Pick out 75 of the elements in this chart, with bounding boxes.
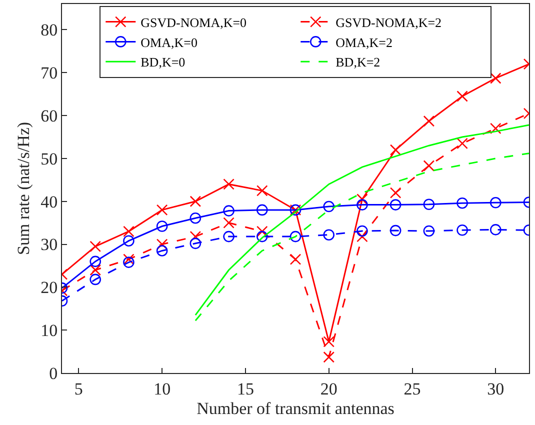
- y-tick-label: 40: [40, 192, 58, 212]
- y-tick-label: 60: [40, 106, 58, 126]
- point: [456, 224, 468, 236]
- point: [356, 230, 368, 242]
- point: [323, 336, 335, 348]
- legend-label: BD,K=2: [336, 54, 380, 70]
- point: [223, 217, 234, 228]
- point: [290, 254, 302, 265]
- point: [323, 200, 335, 212]
- point: [423, 115, 435, 127]
- y-tick-label: 80: [40, 20, 58, 40]
- point: [323, 351, 335, 363]
- legend-label: OMA,K=2: [336, 34, 392, 50]
- point: [190, 238, 202, 250]
- point: [390, 187, 402, 198]
- point: [456, 90, 468, 102]
- point: [156, 220, 168, 232]
- point: [190, 212, 202, 224]
- point: [256, 204, 268, 216]
- y-axis-title: Sum rate (nat/s/Hz): [14, 122, 34, 256]
- point: [256, 226, 268, 238]
- x-tick-label: 20: [320, 379, 338, 398]
- point: [256, 230, 268, 242]
- point: [490, 72, 502, 84]
- point: [223, 178, 234, 190]
- point: [123, 254, 134, 265]
- point: [423, 225, 435, 237]
- y-tick-label: 10: [40, 321, 58, 340]
- point: [490, 197, 502, 208]
- point: [423, 160, 435, 172]
- point: [123, 235, 134, 246]
- point: [223, 230, 234, 242]
- point: [223, 205, 234, 216]
- y-tick-label: 20: [40, 278, 58, 298]
- point: [490, 224, 502, 236]
- point: [390, 144, 402, 156]
- x-axis-title: Number of transmit antennas: [196, 398, 394, 418]
- y-tick-label: 0: [49, 364, 58, 383]
- point: [390, 199, 402, 210]
- point: [123, 256, 134, 268]
- point: [190, 230, 202, 242]
- x-tick-label: 5: [74, 379, 83, 398]
- point: [90, 256, 102, 268]
- point: [323, 229, 335, 240]
- point: [156, 204, 168, 216]
- point: [456, 197, 468, 209]
- x-tick-label: 15: [236, 379, 254, 398]
- point: [123, 226, 134, 238]
- point: [156, 238, 168, 250]
- y-tick-label: 50: [40, 149, 58, 168]
- legend-label: OMA,K=0: [140, 34, 198, 50]
- x-tick-label: 25: [404, 379, 421, 398]
- point: [423, 198, 435, 210]
- point: [490, 122, 502, 134]
- point: [356, 194, 368, 205]
- legend-label: BD,K=0: [140, 54, 186, 70]
- legend-label: GSVD-NOMA,K=0: [140, 14, 247, 30]
- point: [290, 230, 302, 242]
- line-series: [194, 152, 529, 322]
- point: [90, 240, 102, 252]
- legend-label: GSVD-NOMA,K=2: [336, 14, 442, 30]
- y-tick-label: 70: [40, 64, 58, 83]
- point: [356, 199, 368, 210]
- x-tick-label: 10: [154, 379, 171, 398]
- point: [156, 245, 168, 256]
- point: [390, 224, 402, 236]
- y-tick-label: 30: [40, 235, 58, 254]
- point: [356, 225, 368, 237]
- point: [90, 274, 102, 286]
- point: [190, 196, 202, 208]
- x-tick-label: 30: [487, 379, 504, 398]
- point: [256, 185, 268, 196]
- point: [90, 264, 102, 276]
- line-series: [194, 124, 529, 316]
- point: [456, 138, 468, 150]
